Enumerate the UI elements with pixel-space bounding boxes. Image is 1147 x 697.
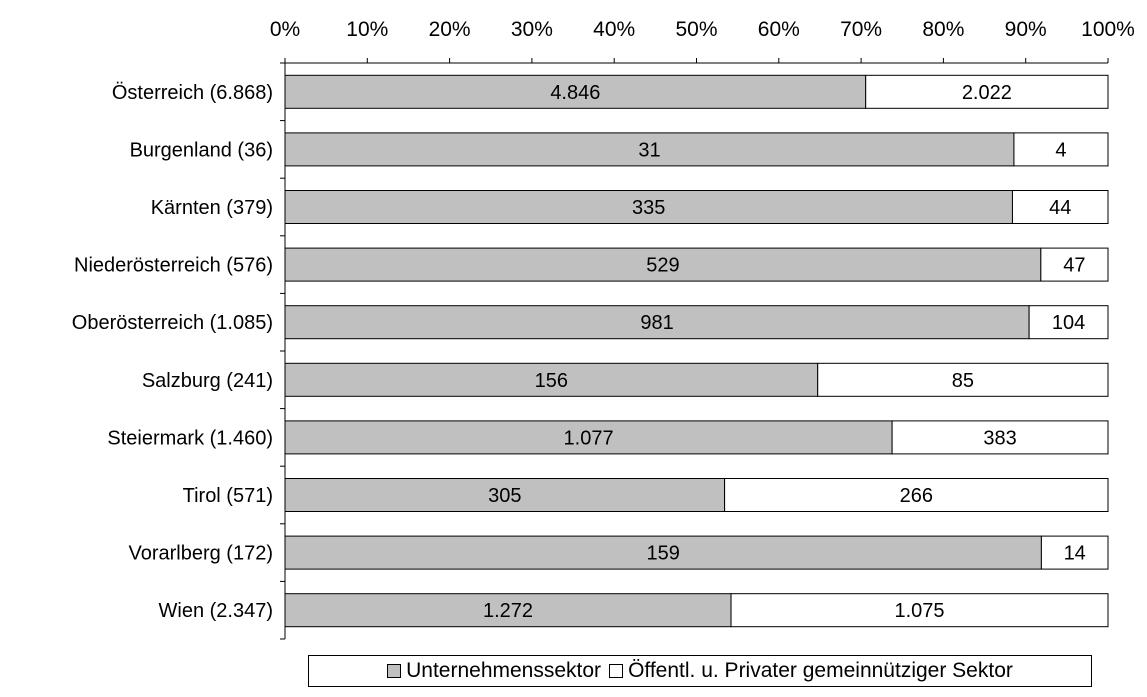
x-tick-label: 70% bbox=[840, 18, 882, 41]
legend-swatch-series-1 bbox=[387, 664, 402, 678]
x-tick-label: 40% bbox=[593, 18, 635, 41]
category-label: Oberösterreich (1.085) bbox=[72, 312, 273, 334]
category-label: Österreich (6.868) bbox=[112, 82, 273, 104]
bar-series-2 bbox=[730, 593, 1109, 628]
category-label: Vorarlberg (172) bbox=[128, 543, 273, 565]
bar-series-2 bbox=[1011, 190, 1109, 224]
legend: Unternehmenssektor Öffentl. u. Privater … bbox=[308, 655, 1092, 687]
data-label-series-2: 2.022 bbox=[962, 82, 1012, 104]
category-label: Burgenland (36) bbox=[130, 139, 273, 161]
data-label-series-2: 4 bbox=[1055, 139, 1066, 161]
x-tick-label: 0% bbox=[270, 18, 300, 41]
data-label-series-1: 1.077 bbox=[564, 427, 614, 449]
x-tick-label: 20% bbox=[429, 18, 471, 41]
data-label-series-2: 104 bbox=[1052, 312, 1085, 334]
bar-series-1 bbox=[284, 74, 867, 109]
tick-labels: 0% 10% 20% 30% 40% 50% 60% 70% 80% 90% 100% bbox=[270, 18, 1135, 41]
x-tick-label: 90% bbox=[1005, 18, 1047, 41]
data-label-series-2: 47 bbox=[1063, 255, 1085, 277]
data-label-series-1: 529 bbox=[646, 255, 679, 277]
bar-series-1 bbox=[284, 132, 1015, 167]
legend-item-series-1: Unternehmenssektor bbox=[387, 659, 601, 683]
data-label-series-1: 31 bbox=[638, 139, 660, 161]
data-label-series-2: 85 bbox=[952, 370, 974, 392]
legend-label-series-2: Öffentl. u. Privater gemeinnütziger Sekt… bbox=[628, 659, 1013, 682]
legend-label-series-1: Unternehmenssektor bbox=[406, 659, 602, 682]
category-label: Niederösterreich (576) bbox=[74, 255, 273, 277]
bar-series-2 bbox=[817, 362, 1109, 397]
category-label: Wien (2.347) bbox=[159, 600, 274, 622]
x-tick-label: 100% bbox=[1081, 18, 1135, 41]
bar-series-2 bbox=[891, 420, 1109, 455]
bar-series-2 bbox=[1040, 535, 1109, 570]
bar-series-1 bbox=[284, 420, 893, 455]
category-labels: Österreich (6.868) Burgenland (36) Kärnten… bbox=[72, 82, 273, 622]
bar-series-1 bbox=[284, 305, 1030, 340]
legend-item-series-2: Öffentl. u. Privater gemeinnütziger Sekt… bbox=[609, 659, 1013, 683]
data-label-series-2: 44 bbox=[1049, 197, 1071, 219]
data-label-series-2: 383 bbox=[983, 427, 1016, 449]
bar-series-1 bbox=[284, 535, 1042, 570]
x-tick-label: 10% bbox=[346, 18, 388, 41]
bar-series-1 bbox=[284, 478, 726, 512]
bar-series-1 bbox=[284, 362, 819, 397]
bar-series-2 bbox=[724, 478, 1109, 512]
legend-swatch-series-2 bbox=[609, 664, 624, 678]
bar-series-2 bbox=[865, 74, 1109, 109]
category-label: Salzburg (241) bbox=[142, 370, 273, 392]
data-label-series-1: 159 bbox=[647, 543, 680, 565]
x-tick-label: 60% bbox=[758, 18, 800, 41]
data-label-series-1: 335 bbox=[632, 197, 665, 219]
bar-series-2 bbox=[1040, 247, 1109, 282]
x-tick-label: 30% bbox=[511, 18, 553, 41]
data-label-series-1: 4.846 bbox=[550, 82, 600, 104]
category-label: Steiermark (1.460) bbox=[107, 427, 273, 449]
data-label-series-2: 1.075 bbox=[894, 600, 944, 622]
data-label-series-2: 14 bbox=[1064, 543, 1086, 565]
data-label-series-1: 981 bbox=[640, 312, 673, 334]
bar-series-1 bbox=[284, 593, 732, 628]
data-label-series-2: 266 bbox=[900, 485, 933, 507]
data-label-series-1: 156 bbox=[535, 370, 568, 392]
x-tick-label: 50% bbox=[675, 18, 717, 41]
bar-series-1 bbox=[284, 247, 1042, 282]
category-label: Tirol (571) bbox=[183, 485, 273, 507]
x-tick-label: 80% bbox=[922, 18, 964, 41]
category-label: Kärnten (379) bbox=[151, 197, 273, 219]
data-label-series-1: 305 bbox=[488, 485, 521, 507]
data-label-series-1: 1.272 bbox=[483, 600, 533, 622]
bar-series-2 bbox=[1013, 132, 1109, 167]
bar-series-2 bbox=[1028, 305, 1109, 340]
bars: 4.846 2.022 31 4 335 44 529 47 981 104 156 85 1.077 3… bbox=[284, 74, 1109, 628]
stacked-bar-chart: 4.846 2.022 31 4 335 44 529 47 981 104 156 85 1.077 3… bbox=[72, 18, 1135, 640]
